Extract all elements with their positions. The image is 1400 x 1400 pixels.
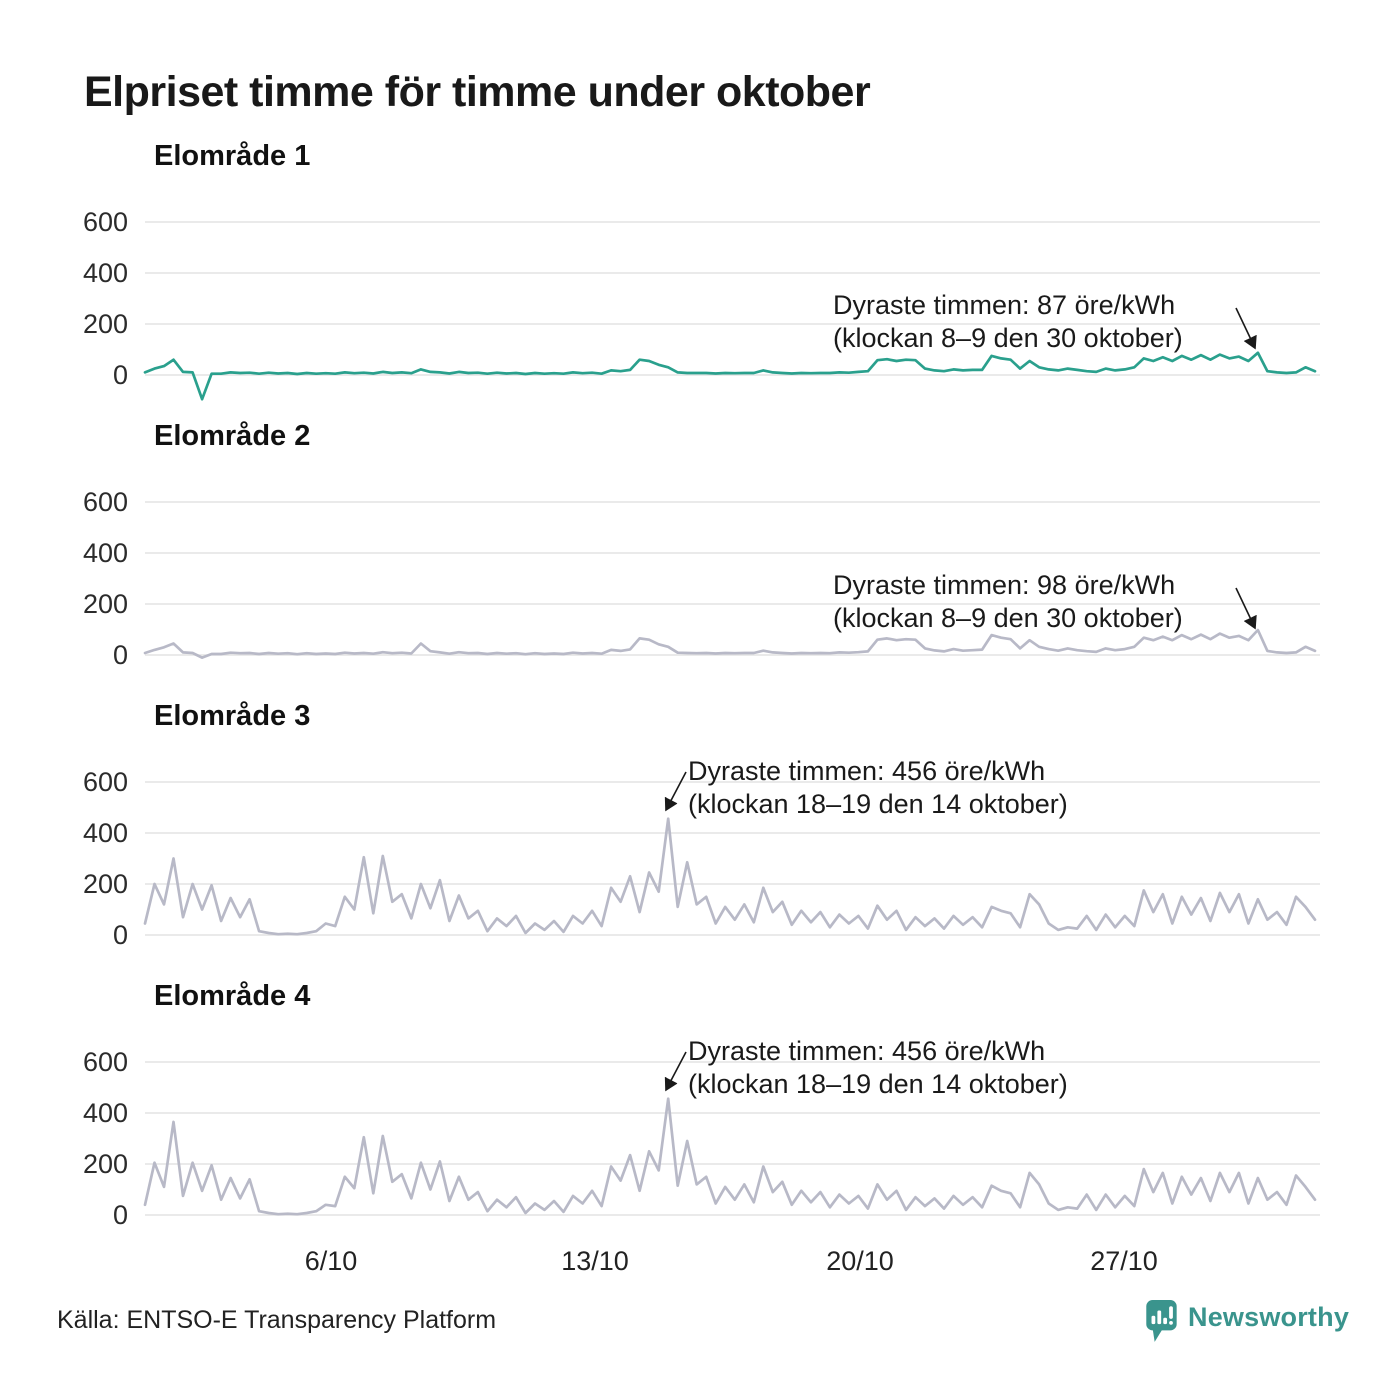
page-title: Elpriset timme för timme under oktober [84, 68, 871, 116]
peak-annotation: Dyraste timmen: 87 öre/kWh (klockan 8–9 … [833, 289, 1183, 355]
y-tick-label: 600 [82, 487, 128, 517]
panel-elomrade-4: Elområde 4 600 400 200 0 Dyraste timmen:… [0, 980, 1400, 1260]
annotation-arrow-icon [1235, 587, 1257, 630]
panel-title: Elområde 4 [154, 980, 311, 1012]
x-tick-label: 27/10 [1090, 1246, 1158, 1276]
line-chart [143, 501, 1320, 659]
peak-annotation-line1: Dyraste timmen: 98 öre/kWh [833, 570, 1176, 600]
x-axis: 6/10 13/10 20/10 27/10 [0, 1246, 1400, 1282]
peak-annotation-line1: Dyraste timmen: 456 öre/kWh [688, 1036, 1046, 1066]
line-chart [143, 221, 1320, 401]
x-tick-label: 13/10 [561, 1246, 629, 1276]
price-line [143, 817, 1317, 936]
annotation-arrow-icon [664, 771, 687, 812]
y-tick-label: 0 [112, 1200, 128, 1230]
y-tick-label: 600 [82, 207, 128, 237]
panel-elomrade-2: Elområde 2 600 400 200 0 Dyraste timmen:… [0, 420, 1400, 700]
y-tick-label: 400 [82, 538, 128, 568]
panel-title: Elområde 2 [154, 420, 311, 452]
price-line [143, 1097, 1317, 1216]
source-note: Källa: ENTSO-E Transparency Platform [57, 1306, 497, 1334]
peak-annotation-line2: (klockan 8–9 den 30 oktober) [833, 323, 1183, 353]
peak-annotation: Dyraste timmen: 456 öre/kWh (klockan 18–… [688, 1035, 1068, 1101]
y-tick-label: 600 [82, 767, 128, 797]
line-chart [143, 781, 1320, 936]
y-tick-label: 0 [112, 920, 128, 950]
annotation-arrow-icon [1235, 307, 1257, 350]
peak-annotation: Dyraste timmen: 456 öre/kWh (klockan 18–… [688, 755, 1068, 821]
y-tick-label: 400 [82, 258, 128, 288]
y-tick-label: 600 [82, 1047, 128, 1077]
y-tick-label: 400 [82, 818, 128, 848]
y-tick-label: 0 [112, 640, 128, 670]
panel-elomrade-3: Elområde 3 600 400 200 0 Dyraste timmen:… [0, 700, 1400, 980]
panel-title: Elområde 3 [154, 700, 311, 732]
price-line [143, 628, 1317, 659]
y-tick-label: 200 [82, 589, 128, 619]
peak-annotation-line2: (klockan 18–19 den 14 oktober) [688, 1069, 1068, 1099]
x-tick-label: 6/10 [304, 1246, 358, 1276]
y-tick-label: 0 [112, 360, 128, 390]
peak-annotation-line2: (klockan 18–19 den 14 oktober) [688, 789, 1068, 819]
peak-annotation-line1: Dyraste timmen: 456 öre/kWh [688, 756, 1046, 786]
peak-annotation-line1: Dyraste timmen: 87 öre/kWh [833, 290, 1176, 320]
peak-annotation-line2: (klockan 8–9 den 30 oktober) [833, 603, 1183, 633]
newsworthy-logo-icon [1146, 1300, 1177, 1342]
y-tick-label: 200 [82, 1149, 128, 1179]
panel-title: Elområde 1 [154, 140, 311, 172]
x-tick-label: 20/10 [826, 1246, 894, 1276]
y-tick-label: 200 [82, 309, 128, 339]
annotation-arrow-icon [664, 1051, 687, 1092]
peak-annotation: Dyraste timmen: 98 öre/kWh (klockan 8–9 … [833, 569, 1183, 635]
price-line [143, 351, 1317, 401]
newsworthy-wordmark: Newsworthy [1188, 1302, 1350, 1332]
y-tick-label: 400 [82, 1098, 128, 1128]
panel-elomrade-1: Elområde 1 600 400 200 0 Dyraste timmen:… [0, 140, 1400, 420]
y-tick-label: 200 [82, 869, 128, 899]
line-chart [143, 1061, 1320, 1216]
newsworthy-brand: Newsworthy [1146, 1300, 1349, 1346]
